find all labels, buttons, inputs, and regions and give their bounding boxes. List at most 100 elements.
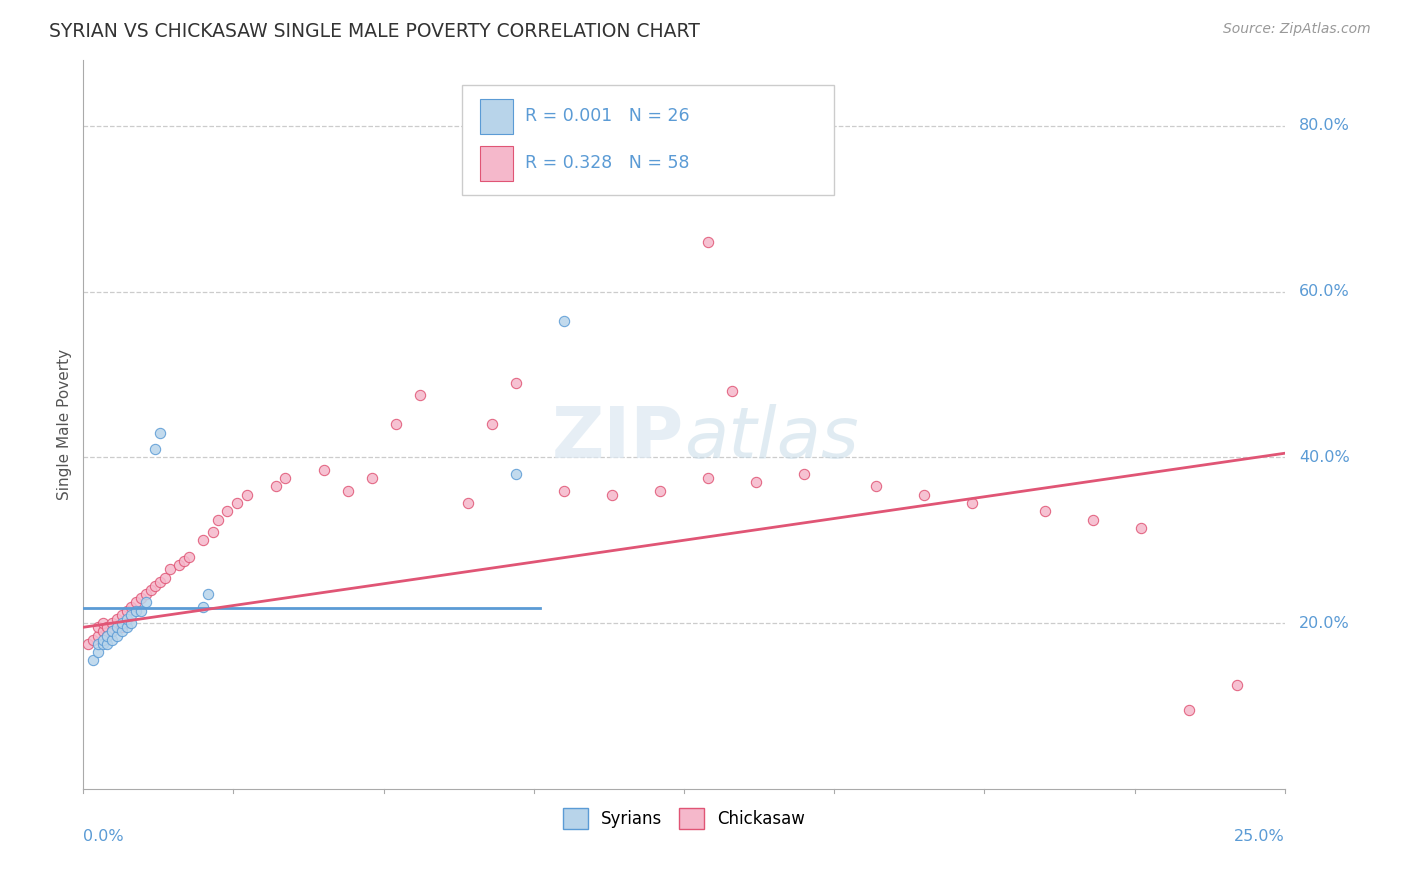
Point <box>120 616 142 631</box>
Point <box>101 624 124 639</box>
Point <box>96 628 118 642</box>
Text: 60.0%: 60.0% <box>1299 285 1350 299</box>
Point <box>1033 504 1056 518</box>
Y-axis label: Single Male Poverty: Single Male Poverty <box>58 349 72 500</box>
Point <box>505 467 527 481</box>
Point <box>159 562 181 576</box>
Point <box>101 624 124 639</box>
Point <box>129 591 152 606</box>
Point <box>129 604 152 618</box>
Point <box>111 607 134 622</box>
Point <box>115 604 138 618</box>
Point <box>962 496 984 510</box>
Point <box>202 524 225 539</box>
Point <box>912 488 935 502</box>
Bar <box>479 145 513 181</box>
Point <box>77 637 100 651</box>
Point <box>173 554 195 568</box>
Point <box>1081 512 1104 526</box>
Point <box>197 587 219 601</box>
Point <box>86 645 108 659</box>
Point <box>125 595 148 609</box>
Point <box>336 483 359 498</box>
Point <box>91 632 114 647</box>
Point <box>553 483 575 498</box>
Point <box>648 483 671 498</box>
Point <box>120 607 142 622</box>
Point <box>139 582 162 597</box>
Point <box>226 496 249 510</box>
Point <box>865 479 887 493</box>
Point <box>697 471 720 485</box>
Point <box>145 579 167 593</box>
Point <box>105 612 128 626</box>
Point <box>553 313 575 327</box>
Text: 80.0%: 80.0% <box>1299 119 1350 134</box>
Point <box>105 628 128 642</box>
Point <box>193 599 215 614</box>
Point <box>82 632 104 647</box>
Point <box>82 653 104 667</box>
Point <box>149 425 172 440</box>
Point <box>1129 521 1152 535</box>
Point <box>600 488 623 502</box>
Point <box>360 471 382 485</box>
Point <box>409 388 432 402</box>
Text: 40.0%: 40.0% <box>1299 450 1350 465</box>
Text: SYRIAN VS CHICKASAW SINGLE MALE POVERTY CORRELATION CHART: SYRIAN VS CHICKASAW SINGLE MALE POVERTY … <box>49 22 700 41</box>
Point <box>235 488 257 502</box>
Text: Source: ZipAtlas.com: Source: ZipAtlas.com <box>1223 22 1371 37</box>
Text: 20.0%: 20.0% <box>1299 615 1350 631</box>
Point <box>481 417 503 432</box>
Point <box>105 620 128 634</box>
Point <box>86 637 108 651</box>
Point <box>91 616 114 631</box>
Point <box>505 376 527 390</box>
Point <box>111 620 134 634</box>
Point <box>177 549 200 564</box>
Point <box>149 574 172 589</box>
Point <box>145 442 167 456</box>
Point <box>697 235 720 249</box>
Point <box>135 595 157 609</box>
Point <box>86 628 108 642</box>
Text: R = 0.001   N = 26: R = 0.001 N = 26 <box>526 107 690 126</box>
Point <box>384 417 406 432</box>
Point <box>1177 703 1199 717</box>
Point <box>169 558 191 573</box>
Point <box>153 570 176 584</box>
Legend: Syrians, Chickasaw: Syrians, Chickasaw <box>557 802 813 835</box>
Point <box>115 612 138 626</box>
Text: atlas: atlas <box>685 404 859 474</box>
Point <box>91 637 114 651</box>
Point <box>96 628 118 642</box>
Text: ZIP: ZIP <box>551 404 685 474</box>
Point <box>101 616 124 631</box>
Point <box>457 496 479 510</box>
Point <box>207 512 229 526</box>
Point <box>264 479 287 493</box>
Point <box>274 471 297 485</box>
Text: 0.0%: 0.0% <box>83 829 124 844</box>
Bar <box>479 99 513 134</box>
Point <box>793 467 815 481</box>
Point <box>217 504 239 518</box>
Point <box>721 384 744 398</box>
Text: 25.0%: 25.0% <box>1234 829 1285 844</box>
Point <box>91 624 114 639</box>
Point <box>120 599 142 614</box>
Point <box>1226 678 1249 692</box>
Point <box>115 620 138 634</box>
Point <box>312 463 335 477</box>
Point <box>96 620 118 634</box>
Point <box>111 624 134 639</box>
Point <box>745 475 768 490</box>
Point <box>101 632 124 647</box>
Point <box>96 637 118 651</box>
Point <box>125 604 148 618</box>
Point <box>86 620 108 634</box>
Point <box>193 533 215 548</box>
Text: R = 0.328   N = 58: R = 0.328 N = 58 <box>526 154 690 172</box>
FancyBboxPatch shape <box>461 85 834 194</box>
Point <box>111 616 134 631</box>
